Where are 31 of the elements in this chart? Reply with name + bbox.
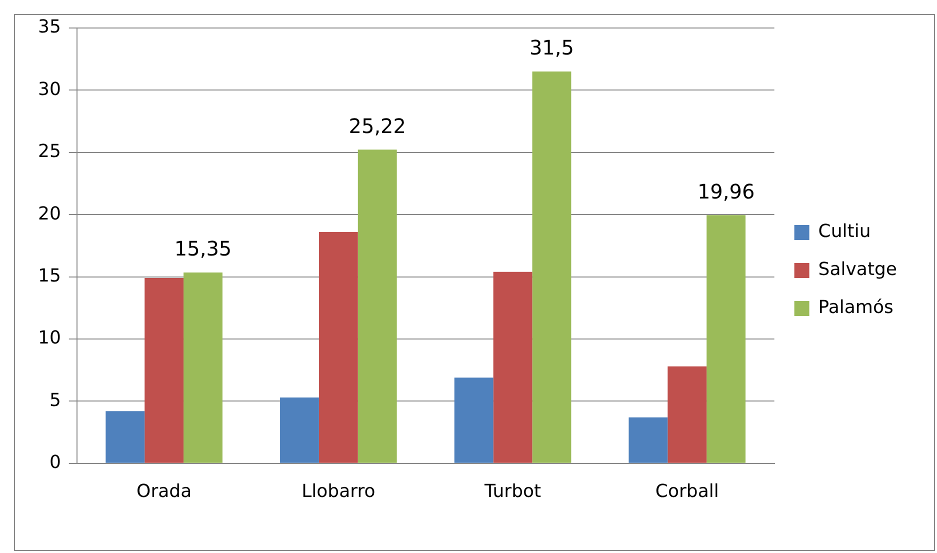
bar [706,215,746,463]
bar [628,417,668,463]
bar [184,272,222,463]
bar [532,72,572,463]
bar [106,411,145,463]
bar [668,366,707,463]
y-tick-label: 35 [38,16,61,38]
y-tick-label: 30 [38,78,61,100]
legend-label: Salvatge [818,259,898,280]
bar [454,378,494,463]
y-tick-label: 25 [38,141,61,162]
x-tick-label: Corball [655,480,719,502]
data-label: 31,5 [529,36,574,60]
data-label: 19,96 [697,179,755,204]
y-tick-label: 5 [49,390,61,411]
bar [144,278,184,463]
legend-label: Cultiu [818,221,871,242]
y-tick-label: 0 [49,452,61,474]
legend-label: Palamós [818,297,894,318]
data-label: 15,35 [174,236,232,261]
x-tick-label: Turbot [483,480,542,502]
y-tick-label: 10 [38,328,61,349]
x-tick-label: Orada [136,480,192,502]
bar [493,272,532,463]
y-tick-label: 20 [38,203,61,224]
bar [358,150,397,463]
bar [318,232,358,463]
data-label: 25,22 [348,114,406,138]
x-tick-label: Llobarro [302,480,376,502]
y-tick-label: 15 [38,265,61,286]
bar [280,397,319,463]
